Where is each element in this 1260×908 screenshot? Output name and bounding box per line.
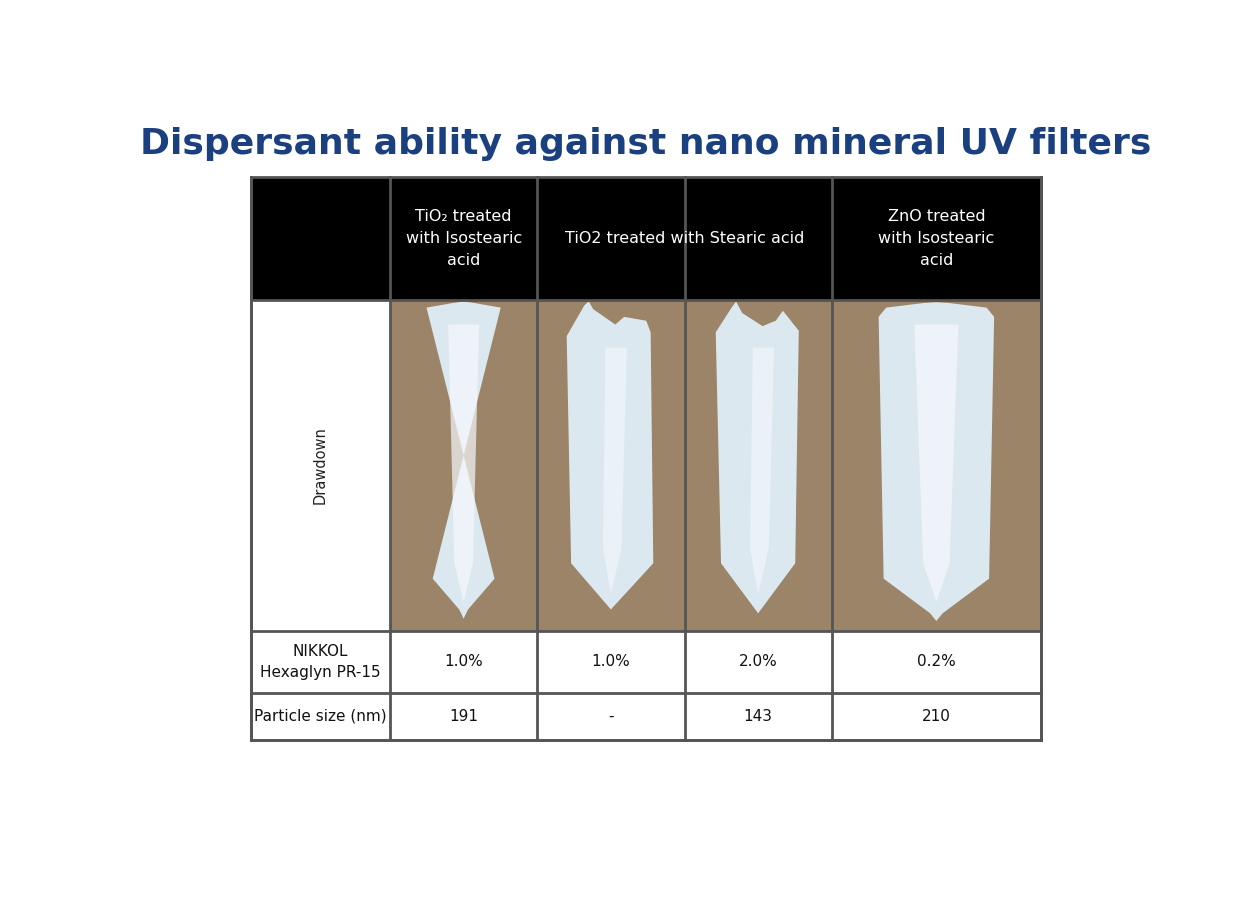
- Polygon shape: [878, 302, 994, 621]
- Bar: [251, 177, 1041, 740]
- Polygon shape: [449, 324, 479, 602]
- Bar: [684, 300, 832, 631]
- Bar: [251, 300, 1041, 631]
- Text: ZnO treated
with Isostearic
acid: ZnO treated with Isostearic acid: [878, 209, 994, 268]
- Polygon shape: [750, 348, 774, 594]
- Polygon shape: [567, 301, 653, 609]
- Bar: [832, 300, 1041, 631]
- Text: 210: 210: [922, 709, 951, 724]
- Bar: [537, 300, 684, 631]
- Polygon shape: [604, 348, 626, 594]
- Text: 1.0%: 1.0%: [591, 655, 630, 669]
- Polygon shape: [915, 324, 959, 602]
- Polygon shape: [427, 301, 500, 618]
- Text: Dispersant ability against nano mineral UV filters: Dispersant ability against nano mineral …: [140, 127, 1152, 162]
- Text: -: -: [609, 709, 614, 724]
- Bar: [251, 693, 1041, 740]
- Text: Particle size (nm): Particle size (nm): [255, 709, 387, 724]
- Bar: [391, 300, 537, 631]
- Text: 143: 143: [743, 709, 772, 724]
- Text: 0.2%: 0.2%: [917, 655, 956, 669]
- Text: TiO2 treated with Stearic acid: TiO2 treated with Stearic acid: [564, 231, 804, 246]
- Text: NIKKOL
Hexaglyn PR-15: NIKKOL Hexaglyn PR-15: [260, 644, 381, 680]
- Text: 191: 191: [449, 709, 478, 724]
- Text: TiO₂ treated
with Isostearic
acid: TiO₂ treated with Isostearic acid: [406, 209, 522, 268]
- Text: Drawdown: Drawdown: [312, 427, 328, 505]
- Text: 2.0%: 2.0%: [738, 655, 777, 669]
- Bar: [251, 177, 1041, 300]
- Polygon shape: [716, 301, 799, 613]
- Bar: [251, 631, 1041, 693]
- Text: 1.0%: 1.0%: [445, 655, 483, 669]
